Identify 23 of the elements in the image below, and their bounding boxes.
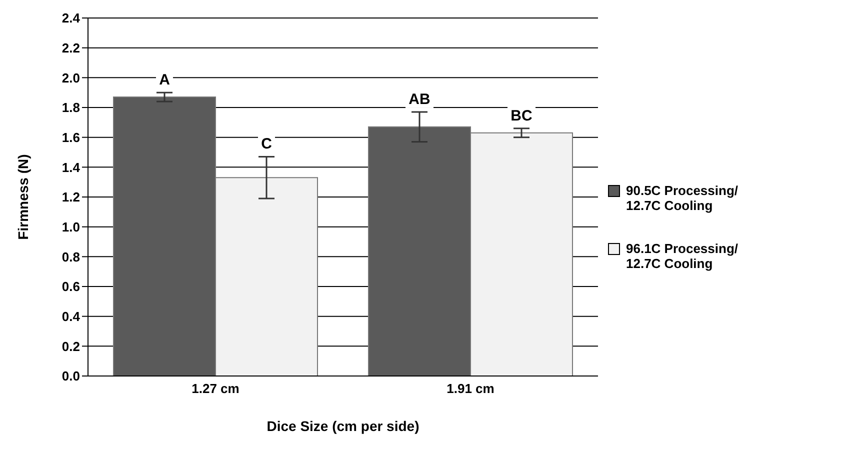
x-axis-title: Dice Size (cm per side) <box>266 418 420 434</box>
x-tick-label: 1.91 cm <box>446 381 494 396</box>
y-tick-label: 1.4 <box>62 160 81 175</box>
data-label: AB <box>408 90 430 108</box>
y-tick-label: 0.8 <box>62 249 80 264</box>
y-tick-label: 1.2 <box>62 190 80 205</box>
y-tick-label: 1.8 <box>62 100 80 116</box>
y-tick-label: 1.0 <box>62 219 80 234</box>
y-axis-title: Firmness (N) <box>14 154 31 240</box>
y-tick-label: 2.2 <box>62 40 80 56</box>
text: 96.1C Processing/ 12.7C Cooling <box>626 241 739 271</box>
y-tick-label: 0.2 <box>62 338 80 354</box>
y-tick-label: 0.6 <box>62 279 80 294</box>
data-label: A <box>159 72 170 89</box>
y-tick-label: 2.0 <box>62 70 80 86</box>
y-tick-label: 1.6 <box>62 130 80 145</box>
data-label: BC <box>510 107 532 124</box>
legend-label: 90.5C Processing/ 12.7C Cooling <box>626 183 739 213</box>
data-label: C <box>261 136 272 153</box>
y-tick-label: 2.4 <box>62 10 81 26</box>
y-tick-label: 0.4 <box>62 308 81 324</box>
x-tick-label: 1.27 cm <box>192 381 240 396</box>
y-tick-label: 0.0 <box>62 368 80 384</box>
